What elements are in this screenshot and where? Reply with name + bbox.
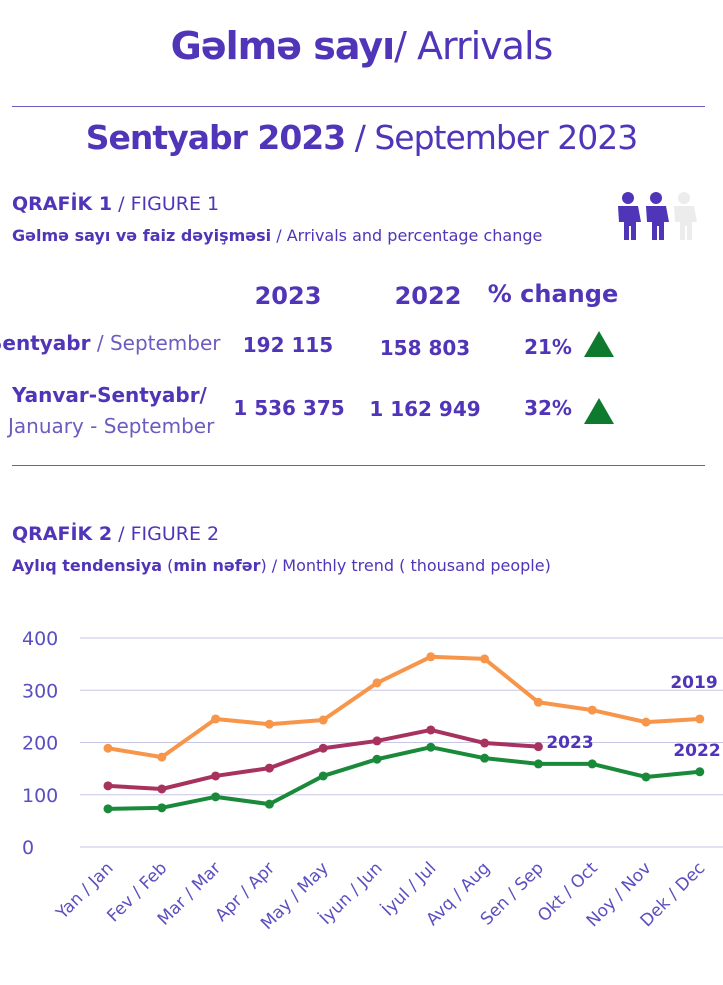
cell: 158 803 bbox=[379, 336, 471, 360]
series-label: 2023 bbox=[546, 733, 593, 753]
row-label-en: January - September bbox=[8, 414, 215, 438]
desc-part: ) / Monthly trend ( thousand people) bbox=[260, 556, 551, 575]
cell: 192 115 bbox=[242, 333, 334, 357]
point bbox=[264, 763, 274, 773]
point bbox=[211, 792, 221, 802]
figure1-label: QRAFİK 1 / FIGURE 1 bbox=[12, 193, 219, 215]
y-tick-label: 300 bbox=[22, 680, 58, 702]
point bbox=[372, 736, 382, 746]
cell: 32% bbox=[524, 396, 572, 420]
point bbox=[480, 738, 490, 748]
person bbox=[646, 192, 669, 240]
desc-az: Gəlmə sayı və faiz dəyişməsi bbox=[12, 226, 272, 245]
figure1-desc: Gəlmə sayı və faiz dəyişməsi / Arrivals … bbox=[12, 226, 542, 245]
column-header: 2022 bbox=[394, 282, 462, 310]
desc-en: / Arrivals and percentage change bbox=[276, 226, 543, 245]
y-tick-label: 200 bbox=[22, 733, 58, 755]
point bbox=[264, 719, 274, 729]
point bbox=[372, 754, 382, 764]
point bbox=[533, 759, 543, 769]
period: Sentyabr 2023 / September 2023 bbox=[0, 118, 723, 157]
point bbox=[480, 654, 490, 664]
figure2-desc: Aylıq tendensiya (min nəfər) / Monthly t… bbox=[12, 556, 551, 575]
point bbox=[533, 742, 543, 752]
point bbox=[318, 743, 328, 753]
column-header: % change bbox=[487, 280, 619, 308]
point bbox=[318, 715, 328, 725]
increase-arrow bbox=[584, 398, 614, 424]
figure-label-en: / FIGURE 2 bbox=[118, 523, 220, 545]
point bbox=[157, 784, 167, 794]
y-tick-label: 0 bbox=[22, 837, 34, 859]
point bbox=[641, 717, 651, 727]
point bbox=[480, 753, 490, 763]
point bbox=[103, 743, 113, 753]
person bbox=[618, 192, 641, 240]
point bbox=[157, 752, 167, 762]
point bbox=[426, 725, 436, 735]
period-az: Sentyabr 2023 bbox=[85, 118, 346, 157]
point bbox=[587, 759, 597, 769]
people-icon bbox=[618, 192, 697, 240]
point bbox=[426, 652, 436, 662]
desc-part: ( bbox=[162, 556, 174, 575]
y-tick-label: 400 bbox=[22, 628, 58, 650]
divider bbox=[12, 106, 705, 107]
point bbox=[103, 781, 113, 791]
figure-label: QRAFİK 2 bbox=[12, 523, 113, 545]
point bbox=[695, 767, 705, 777]
y-tick-label: 100 bbox=[22, 785, 58, 807]
point bbox=[533, 697, 543, 707]
point bbox=[641, 772, 651, 782]
column-header: 2023 bbox=[254, 282, 322, 310]
title: Gəlmə sayı/ Arrivals bbox=[0, 24, 723, 68]
series-line bbox=[107, 745, 700, 811]
row-label-en: / September bbox=[96, 331, 221, 355]
series-label: 2022 bbox=[673, 741, 720, 761]
increase-arrow bbox=[584, 331, 614, 357]
cell: 21% bbox=[524, 335, 572, 359]
series-label: 2019 bbox=[670, 673, 717, 693]
point bbox=[587, 705, 597, 715]
row-label-az: Sentyabr bbox=[0, 331, 91, 355]
point bbox=[318, 771, 328, 781]
person bbox=[674, 192, 697, 240]
point bbox=[211, 714, 221, 724]
divider bbox=[12, 465, 705, 466]
point bbox=[695, 714, 705, 724]
figure-label-en: / FIGURE 1 bbox=[118, 193, 220, 215]
point bbox=[103, 804, 113, 814]
point bbox=[264, 799, 274, 809]
figure2-label: QRAFİK 2 / FIGURE 2 bbox=[12, 523, 219, 545]
row-label: Sentyabr / September bbox=[0, 331, 221, 355]
desc-part: Aylıq tendensiya bbox=[12, 556, 163, 575]
title-en: / Arrivals bbox=[394, 24, 553, 68]
point bbox=[372, 678, 382, 688]
point bbox=[211, 771, 221, 781]
desc-part: min nəfər bbox=[173, 556, 261, 575]
title-az: Gəlmə sayı bbox=[170, 24, 395, 68]
row-label-az: Yanvar-Sentyabr/ bbox=[12, 383, 207, 407]
point bbox=[157, 803, 167, 813]
cell: 1 536 375 bbox=[233, 396, 345, 420]
period-en: / September 2023 bbox=[354, 118, 638, 157]
point bbox=[426, 742, 436, 752]
series-line bbox=[107, 654, 700, 760]
figure-label: QRAFİK 1 bbox=[12, 193, 113, 215]
cell: 1 162 949 bbox=[369, 397, 481, 421]
